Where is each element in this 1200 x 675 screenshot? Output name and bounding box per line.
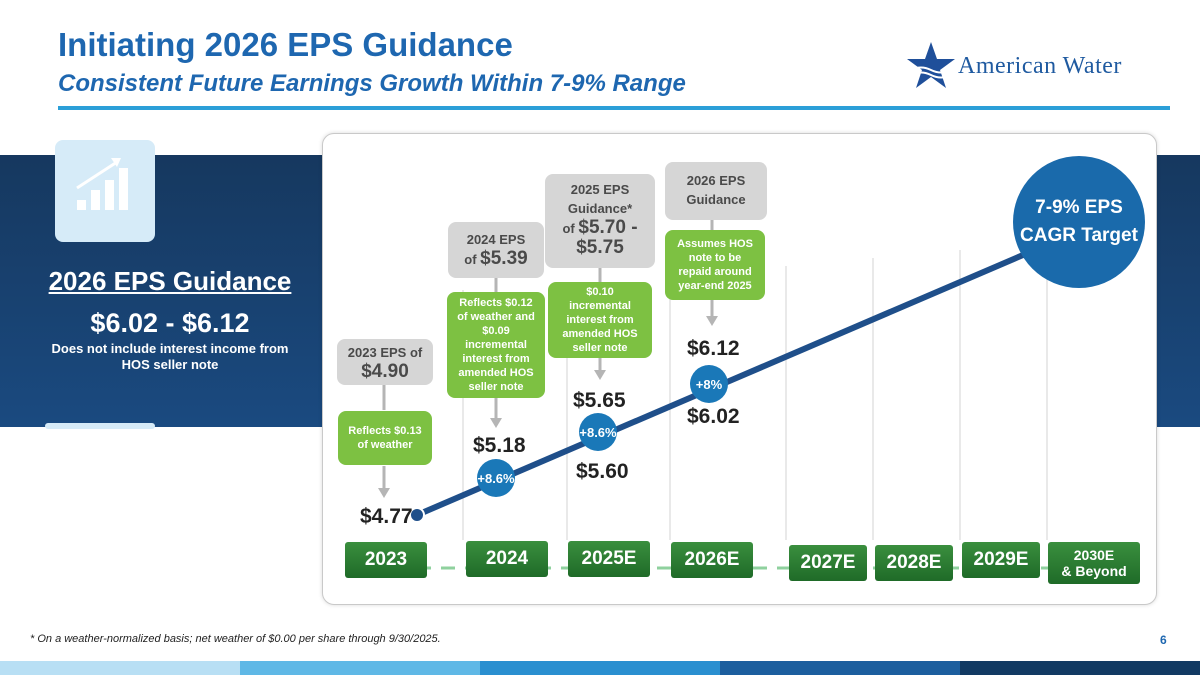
year-label-2024: 2024	[466, 541, 548, 577]
value-label-2026-high: $6.12	[687, 337, 740, 360]
page-number: 6	[1160, 633, 1167, 647]
title-divider	[58, 106, 1170, 110]
value-label-2026-low: $6.02	[687, 405, 740, 428]
callout-2026-line1: 2026 EPS	[686, 173, 746, 188]
footer-bar-2	[240, 661, 480, 675]
left-guidance-note: Does not include interest income from HO…	[51, 341, 289, 372]
callout-2025-guidance: 2025 EPS Guidance* of $5.70 - $5.75	[545, 174, 655, 268]
logo-star-icon	[907, 42, 955, 88]
year-label-2026: 2026E	[671, 542, 753, 578]
hos-note-2026: Assumes HOS note to be repaid around yea…	[665, 230, 765, 300]
footer-bar-5	[960, 661, 1200, 675]
arrow-2023-icon	[378, 488, 390, 498]
arrow-2024-icon	[490, 418, 502, 428]
year-label-2029: 2029E	[962, 542, 1040, 578]
callout-2025-value2: $5.75	[576, 237, 624, 258]
callout-2024-label: 2024 EPS	[466, 232, 526, 247]
callout-2026-guidance: 2026 EPS Guidance	[665, 162, 767, 220]
footer-bar-3	[480, 661, 720, 675]
year-label-2023: 2023	[345, 542, 427, 578]
growth-icon-tile	[55, 140, 155, 242]
arrow-2025-icon	[594, 370, 606, 380]
growth-badge-2025: +8.6%	[579, 413, 617, 451]
interest-note-2025-text: $0.10 incremental interest from amended …	[562, 286, 638, 354]
callout-2024-prefix: of	[464, 252, 477, 267]
callout-2023-eps: 2023 EPS of $4.90	[337, 339, 433, 385]
callout-2023-label: 2023 EPS of	[347, 345, 423, 360]
value-label-2024: $5.18	[473, 434, 526, 457]
value-label-2023: $4.77	[360, 505, 413, 528]
weather-note-2023: Reflects $0.13 of weather	[338, 411, 432, 465]
point-2023	[409, 507, 425, 523]
year-label-2030-line1: 2030E	[1073, 547, 1115, 563]
callout-2025-line2: Guidance*	[567, 201, 633, 216]
weather-note-2023-text: Reflects $0.13 of weather	[348, 425, 422, 451]
left-guidance-range: $6.02 - $6.12	[90, 308, 250, 338]
callout-2026-line2: Guidance	[686, 192, 746, 207]
year-label-2025: 2025E	[568, 541, 650, 577]
left-tab-accent	[45, 423, 155, 429]
cagr-target-badge: 7-9% EPS CAGR Target	[1013, 156, 1145, 288]
cagr-line1: 7-9% EPS	[1035, 197, 1123, 218]
value-label-2025-high: $5.65	[573, 389, 626, 412]
interest-note-2024: Reflects $0.12 of weather and $0.09 incr…	[447, 292, 545, 398]
callout-2025-line1: 2025 EPS	[570, 182, 630, 197]
growth-badge-2026: +8%	[690, 365, 728, 403]
page-subtitle: Consistent Future Earnings Growth Within…	[58, 70, 686, 97]
year-label-2027: 2027E	[789, 545, 867, 581]
callout-2025-value1: $5.70 -	[578, 217, 638, 238]
arrow-2026-icon	[706, 316, 718, 326]
callout-2024-eps: 2024 EPS of $5.39	[448, 222, 544, 278]
footer-bar-1	[0, 661, 240, 675]
growth-badge-2024: +8.6%	[477, 459, 515, 497]
callout-2023-value: $4.90	[361, 361, 409, 382]
callout-2024-value: $5.39	[480, 248, 528, 269]
callout-2025-prefix: of	[562, 221, 575, 236]
interest-note-2025: $0.10 incremental interest from amended …	[548, 282, 652, 358]
value-label-2025-low: $5.60	[576, 460, 629, 483]
year-label-2030-line2: & Beyond	[1061, 563, 1127, 579]
company-logo-text: American Water	[958, 53, 1122, 79]
year-label-2030: 2030E & Beyond	[1048, 542, 1140, 584]
year-label-2028: 2028E	[875, 545, 953, 581]
growth-chart-icon	[76, 158, 128, 210]
footnote: * On a weather-normalized basis; net wea…	[30, 633, 441, 645]
left-guidance-heading: 2026 EPS Guidance	[48, 266, 292, 296]
page-title: Initiating 2026 EPS Guidance	[58, 26, 513, 63]
hos-note-2026-text: Assumes HOS note to be repaid around yea…	[677, 238, 753, 292]
footer-bar-4	[720, 661, 960, 675]
interest-note-2024-text: Reflects $0.12 of weather and $0.09 incr…	[457, 297, 535, 393]
cagr-line2: CAGR Target	[1020, 225, 1138, 246]
